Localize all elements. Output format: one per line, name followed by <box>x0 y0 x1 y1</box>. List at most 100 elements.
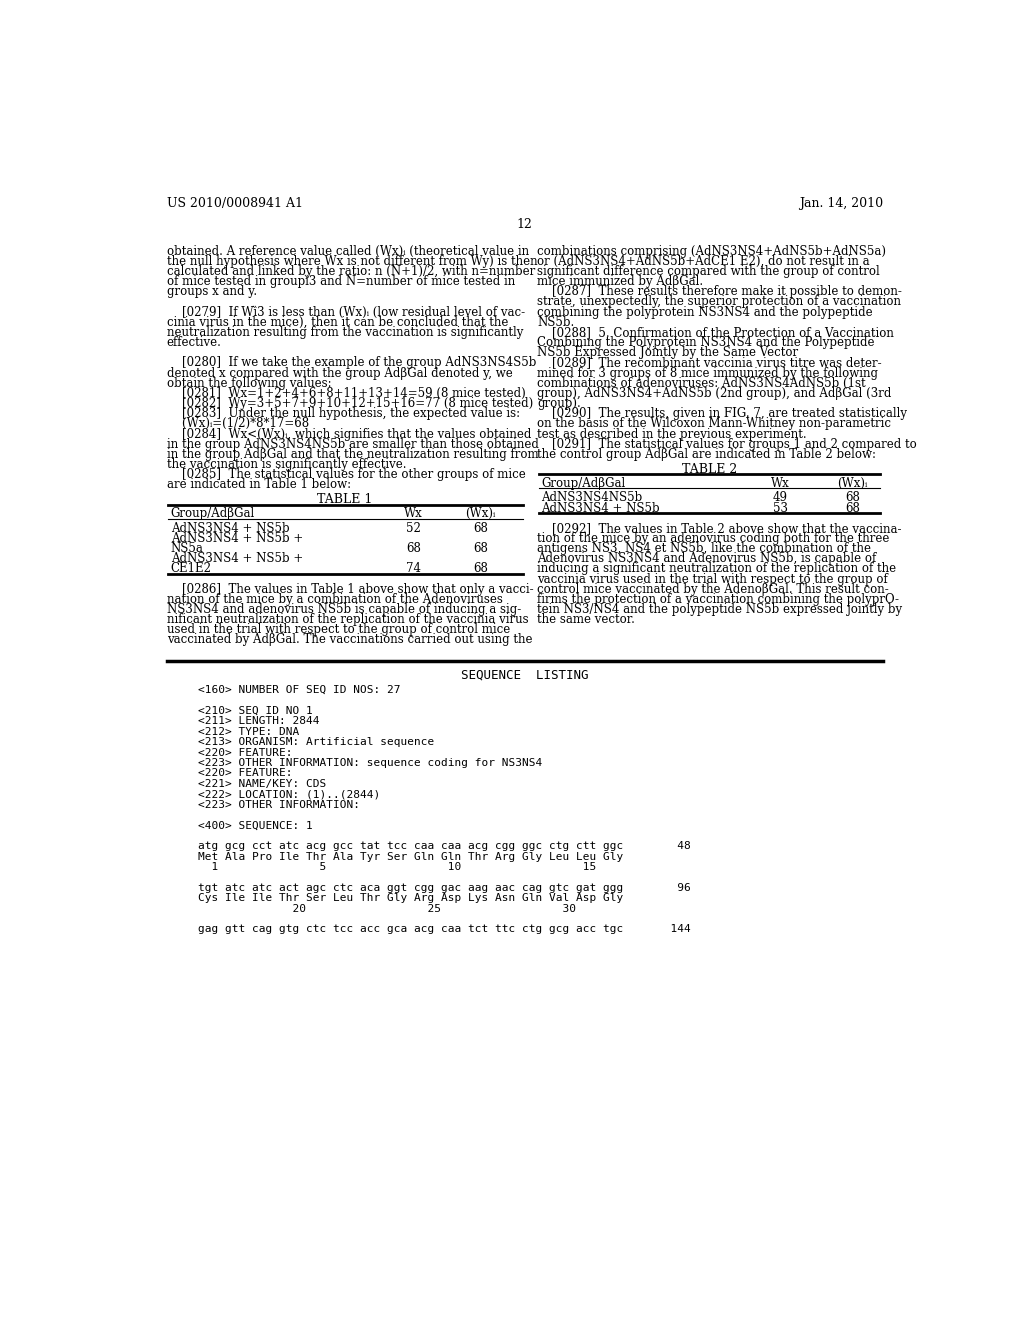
Text: 52: 52 <box>406 521 421 535</box>
Text: [0292]  The values in Table 2 above show that the vaccina-: [0292] The values in Table 2 above show … <box>538 521 902 535</box>
Text: 68: 68 <box>406 543 421 556</box>
Text: Group/AdβGal: Group/AdβGal <box>541 477 626 490</box>
Text: nation of the mice by a combination of the Adenoviruses: nation of the mice by a combination of t… <box>167 593 503 606</box>
Text: combinations of adenoviruses: AdNS3NS4AdNS5b (1st: combinations of adenoviruses: AdNS3NS4Ad… <box>538 376 866 389</box>
Text: [0280]  If we take the example of the group AdNS3NS4S5b: [0280] If we take the example of the gro… <box>167 356 537 370</box>
Text: groups x and y.: groups x and y. <box>167 285 257 298</box>
Text: combining the polyprotein NS3NS4 and the polypeptide: combining the polyprotein NS3NS4 and the… <box>538 306 872 318</box>
Text: significant difference compared with the group of control: significant difference compared with the… <box>538 265 880 279</box>
Text: 68: 68 <box>473 543 488 556</box>
Text: <212> TYPE: DNA: <212> TYPE: DNA <box>198 727 299 737</box>
Text: Cys Ile Ile Thr Ser Leu Thr Gly Arg Asp Lys Asn Gln Val Asp Gly: Cys Ile Ile Thr Ser Leu Thr Gly Arg Asp … <box>198 894 623 903</box>
Text: obtain the following values:: obtain the following values: <box>167 376 332 389</box>
Text: [0284]  Wx<(Wx)ᵢ, which signifies that the values obtained: [0284] Wx<(Wx)ᵢ, which signifies that th… <box>167 428 531 441</box>
Text: AdNS3NS4 + NS5b +: AdNS3NS4 + NS5b + <box>171 532 303 545</box>
Text: <210> SEQ ID NO 1: <210> SEQ ID NO 1 <box>198 706 312 715</box>
Text: 12: 12 <box>517 218 532 231</box>
Text: Adenovirus NS3NS4 and Adenovirus NS5b, is capable of: Adenovirus NS3NS4 and Adenovirus NS5b, i… <box>538 552 877 565</box>
Text: [0289]  The recombinant vaccinia virus titre was deter-: [0289] The recombinant vaccinia virus ti… <box>538 356 882 370</box>
Text: Combining the Polyprotein NS3NS4 and the Polypeptide: Combining the Polyprotein NS3NS4 and the… <box>538 337 874 348</box>
Text: [0282]  Wy=3+5+7+9+10+12+15+16=77 (8 mice tested): [0282] Wy=3+5+7+9+10+12+15+16=77 (8 mice… <box>167 397 534 411</box>
Text: mined for 3 groups of 8 mice immunized by the following: mined for 3 groups of 8 mice immunized b… <box>538 367 879 380</box>
Text: the vaccination is significantly effective.: the vaccination is significantly effecti… <box>167 458 407 471</box>
Text: or (AdNS3NS4+AdNS5b+AdCE1 E2), do not result in a: or (AdNS3NS4+AdNS5b+AdCE1 E2), do not re… <box>538 255 869 268</box>
Text: 74: 74 <box>406 562 421 576</box>
Text: [0290]  The results, given in FIG. 7, are treated statistically: [0290] The results, given in FIG. 7, are… <box>538 408 907 420</box>
Text: [0287]  These results therefore make it possible to demon-: [0287] These results therefore make it p… <box>538 285 902 298</box>
Text: NS3NS4 and adenovirus NS5b is capable of inducing a sig-: NS3NS4 and adenovirus NS5b is capable of… <box>167 603 521 616</box>
Text: (Wx)ᵢ=(1/2)*8*17=68: (Wx)ᵢ=(1/2)*8*17=68 <box>167 417 309 430</box>
Text: tein NS3/NS4 and the polypeptide NS5b expressed jointly by: tein NS3/NS4 and the polypeptide NS5b ex… <box>538 603 902 616</box>
Text: <220> FEATURE:: <220> FEATURE: <box>198 768 292 779</box>
Text: NS5a: NS5a <box>171 543 204 556</box>
Text: test as described in the previous experiment.: test as described in the previous experi… <box>538 428 807 441</box>
Text: in the group AdNS3NS4NS5b are smaller than those obtained: in the group AdNS3NS4NS5b are smaller th… <box>167 438 539 450</box>
Text: 1               5                  10                  15: 1 5 10 15 <box>198 862 596 873</box>
Text: <160> NUMBER OF SEQ ID NOS: 27: <160> NUMBER OF SEQ ID NOS: 27 <box>198 685 400 696</box>
Text: Group/AdβGal: Group/AdβGal <box>171 507 255 520</box>
Text: [0281]  Wx=1+2+4+6+8+11+13+14=59 (8 mice tested): [0281] Wx=1+2+4+6+8+11+13+14=59 (8 mice … <box>167 387 525 400</box>
Text: (Wx)ᵢ: (Wx)ᵢ <box>838 477 867 490</box>
Text: AdNS3NS4 + NS5b: AdNS3NS4 + NS5b <box>541 502 659 515</box>
Text: US 2010/0008941 A1: US 2010/0008941 A1 <box>167 197 303 210</box>
Text: 49: 49 <box>773 491 788 504</box>
Text: TABLE 2: TABLE 2 <box>682 463 737 475</box>
Text: are indicated in Table 1 below:: are indicated in Table 1 below: <box>167 478 351 491</box>
Text: 68: 68 <box>845 502 860 515</box>
Text: Jan. 14, 2010: Jan. 14, 2010 <box>799 197 883 210</box>
Text: the same vector.: the same vector. <box>538 614 635 626</box>
Text: combinations comprising (AdNS3NS4+AdNS5b+AdNS5a): combinations comprising (AdNS3NS4+AdNS5b… <box>538 244 886 257</box>
Text: <213> ORGANISM: Artificial sequence: <213> ORGANISM: Artificial sequence <box>198 737 434 747</box>
Text: atg gcg cct atc acg gcc tat tcc caa caa acg cgg ggc ctg ctt ggc        48: atg gcg cct atc acg gcc tat tcc caa caa … <box>198 841 690 851</box>
Text: of mice tested in groupȉ3 and N=number of mice tested in: of mice tested in groupȉ3 and N=number o… <box>167 275 515 288</box>
Text: gag gtt cag gtg ctc tcc acc gca acg caa tct ttc ctg gcg acc tgc       144: gag gtt cag gtg ctc tcc acc gca acg caa … <box>198 924 690 935</box>
Text: [0286]  The values in Table 1 above show that only a vacci-: [0286] The values in Table 1 above show … <box>167 582 534 595</box>
Text: the control group AdβGal are indicated in Table 2 below:: the control group AdβGal are indicated i… <box>538 447 877 461</box>
Text: group), AdNS3NS4+AdNS5b (2nd group), and AdβGal (3rd: group), AdNS3NS4+AdNS5b (2nd group), and… <box>538 387 892 400</box>
Text: group).: group). <box>538 397 581 411</box>
Text: <223> OTHER INFORMATION:: <223> OTHER INFORMATION: <box>198 800 359 809</box>
Text: CE1E2: CE1E2 <box>171 562 212 576</box>
Text: effective.: effective. <box>167 337 221 348</box>
Text: <211> LENGTH: 2844: <211> LENGTH: 2844 <box>198 717 319 726</box>
Text: obtained. A reference value called (Wx)ᵢ (theoretical value in: obtained. A reference value called (Wx)ᵢ… <box>167 244 528 257</box>
Text: 53: 53 <box>773 502 788 515</box>
Text: NS5b Expressed Jointly by the Same Vector: NS5b Expressed Jointly by the Same Vecto… <box>538 346 799 359</box>
Text: antigens NS3, NS4 et NS5b, like the combination of the: antigens NS3, NS4 et NS5b, like the comb… <box>538 543 871 554</box>
Text: vaccinated by AdβGal. The vaccinations carried out using the: vaccinated by AdβGal. The vaccinations c… <box>167 634 532 647</box>
Text: (Wx)ᵢ: (Wx)ᵢ <box>466 507 496 520</box>
Text: TABLE 1: TABLE 1 <box>317 494 373 506</box>
Text: <222> LOCATION: (1)..(2844): <222> LOCATION: (1)..(2844) <box>198 789 380 799</box>
Text: <223> OTHER INFORMATION: sequence coding for NS3NS4: <223> OTHER INFORMATION: sequence coding… <box>198 758 542 768</box>
Text: 20                  25                  30: 20 25 30 <box>198 903 575 913</box>
Text: Wx: Wx <box>771 477 790 490</box>
Text: mice immunized by AdβGal.: mice immunized by AdβGal. <box>538 275 703 288</box>
Text: AdNS3NS4 + NS5b: AdNS3NS4 + NS5b <box>171 521 289 535</box>
Text: cinia virus in the mice), then it can be concluded that the: cinia virus in the mice), then it can be… <box>167 315 508 329</box>
Text: the null hypothesis where Wx is not different from Wy) is then: the null hypothesis where Wx is not diff… <box>167 255 538 268</box>
Text: firms the protection of a vaccination combining the polyprO-: firms the protection of a vaccination co… <box>538 593 899 606</box>
Text: AdNS3NS4NS5b: AdNS3NS4NS5b <box>541 491 642 504</box>
Text: 68: 68 <box>845 491 860 504</box>
Text: Met Ala Pro Ile Thr Ala Tyr Ser Gln Gln Thr Arg Gly Leu Leu Gly: Met Ala Pro Ile Thr Ala Tyr Ser Gln Gln … <box>198 851 623 862</box>
Text: inducing a significant neutralization of the replication of the: inducing a significant neutralization of… <box>538 562 896 576</box>
Text: Wx: Wx <box>403 507 423 520</box>
Text: calculated and linked by the ratio: n (N+1)/2, with n=number: calculated and linked by the ratio: n (N… <box>167 265 535 279</box>
Text: neutralization resulting from the vaccination is significantly: neutralization resulting from the vaccin… <box>167 326 523 339</box>
Text: [0279]  If Wȉ3 is less than (Wx)ᵢ (low residual level of vac-: [0279] If Wȉ3 is less than (Wx)ᵢ (low re… <box>167 306 525 318</box>
Text: <220> FEATURE:: <220> FEATURE: <box>198 747 292 758</box>
Text: on the basis of the Wilcoxon Mann-Whitney non-parametric: on the basis of the Wilcoxon Mann-Whitne… <box>538 417 891 430</box>
Text: AdNS3NS4 + NS5b +: AdNS3NS4 + NS5b + <box>171 552 303 565</box>
Text: vaccinia virus used in the trial with respect to the group of: vaccinia virus used in the trial with re… <box>538 573 888 586</box>
Text: denoted x compared with the group AdβGal denoted y, we: denoted x compared with the group AdβGal… <box>167 367 512 380</box>
Text: 68: 68 <box>473 521 488 535</box>
Text: control mice vaccinated by the AdenoβGal. This result con-: control mice vaccinated by the AdenoβGal… <box>538 582 889 595</box>
Text: in the group AdβGal and that the neutralization resulting from: in the group AdβGal and that the neutral… <box>167 447 539 461</box>
Text: strate, unexpectedly, the superior protection of a vaccination: strate, unexpectedly, the superior prote… <box>538 296 901 309</box>
Text: used in the trial with respect to the group of control mice: used in the trial with respect to the gr… <box>167 623 510 636</box>
Text: tion of the mice by an adenovirus coding both for the three: tion of the mice by an adenovirus coding… <box>538 532 890 545</box>
Text: NS5b.: NS5b. <box>538 315 574 329</box>
Text: 68: 68 <box>473 562 488 576</box>
Text: [0291]  The statistical values for groups 1 and 2 compared to: [0291] The statistical values for groups… <box>538 438 916 450</box>
Text: [0288]  5. Confirmation of the Protection of a Vaccination: [0288] 5. Confirmation of the Protection… <box>538 326 894 339</box>
